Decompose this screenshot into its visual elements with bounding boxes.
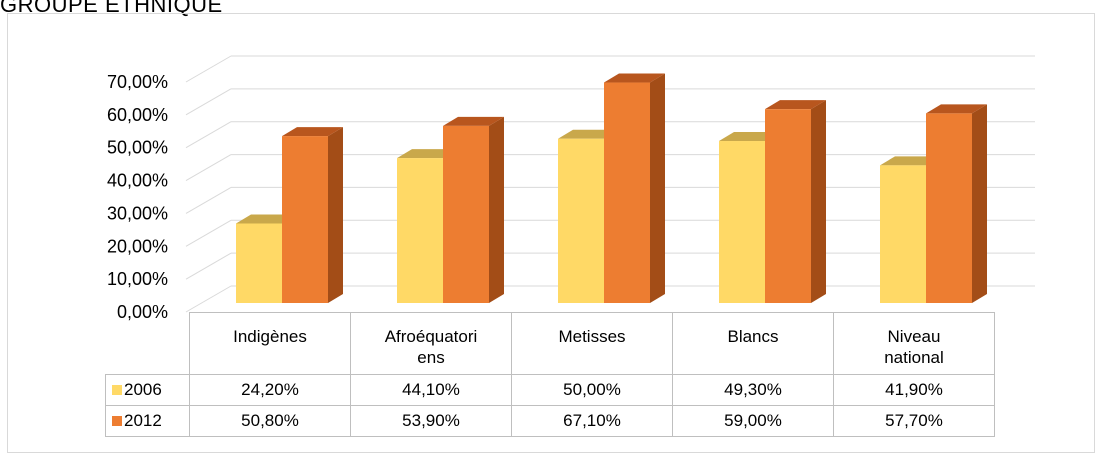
legend-label: 2006 bbox=[124, 380, 162, 399]
data-cell: 57,70% bbox=[833, 405, 995, 437]
gridline-depth bbox=[185, 285, 232, 313]
category-label-line: Indigènes bbox=[233, 327, 307, 346]
y-tick-label: 40,00% bbox=[107, 171, 168, 191]
data-cell: 41,90% bbox=[833, 374, 995, 406]
category-label-line: ens bbox=[417, 348, 445, 367]
bar-side bbox=[328, 127, 343, 303]
bar-top bbox=[236, 214, 297, 224]
bar-2012 bbox=[926, 113, 972, 304]
bar-2006 bbox=[236, 223, 282, 303]
gridline-depth bbox=[185, 154, 232, 182]
category-label-line: Metisses bbox=[558, 327, 626, 346]
y-tick-label: 30,00% bbox=[107, 203, 168, 223]
y-tick-label: 10,00% bbox=[107, 269, 168, 289]
data-table: Indigènes Afroéquatori ens Metisses Blanc… bbox=[105, 312, 995, 437]
bar-top bbox=[443, 116, 504, 126]
bar-top bbox=[558, 129, 619, 139]
legend-entry-2012: 2012 bbox=[105, 405, 190, 437]
bar-side bbox=[811, 100, 826, 304]
gridline-depth bbox=[185, 88, 232, 116]
gridline-depth bbox=[185, 55, 232, 83]
y-tick-label: 70,00% bbox=[107, 72, 168, 92]
y-tick-label: 50,00% bbox=[107, 138, 168, 158]
gridline-depth bbox=[185, 219, 232, 247]
legend-swatch bbox=[112, 416, 122, 426]
bar-2012 bbox=[765, 109, 811, 304]
category-header: Afroéquatori ens bbox=[350, 312, 512, 375]
bar-side bbox=[972, 104, 987, 304]
category-label-line: Niveau bbox=[887, 327, 941, 346]
gridline-depth bbox=[185, 252, 232, 280]
category-header: Metisses bbox=[511, 312, 673, 375]
category-header: Indigènes bbox=[189, 312, 351, 375]
data-cell: 53,90% bbox=[350, 405, 512, 437]
bar-2006 bbox=[880, 165, 926, 303]
data-cell: 44,10% bbox=[350, 374, 512, 406]
bar-2006 bbox=[397, 158, 443, 303]
data-cell: 24,20% bbox=[189, 374, 351, 406]
bar-2012 bbox=[282, 136, 328, 303]
legend-entry-2006: 2006 bbox=[105, 374, 190, 406]
chart-frame bbox=[7, 13, 1095, 453]
data-table-corner bbox=[106, 313, 190, 375]
bar-top bbox=[926, 104, 987, 114]
bar-2012 bbox=[604, 82, 650, 304]
bar-2012 bbox=[443, 125, 489, 304]
data-table-row-2012: 2012 50,80% 53,90% 67,10% 59,00% 57,70% bbox=[105, 405, 995, 437]
legend-swatch bbox=[112, 385, 122, 395]
bar-top bbox=[719, 132, 780, 142]
bar-side bbox=[489, 116, 504, 304]
data-cell: 50,80% bbox=[189, 405, 351, 437]
bar-top bbox=[765, 100, 826, 110]
data-cell: 49,30% bbox=[672, 374, 834, 406]
category-header: Blancs bbox=[672, 312, 834, 375]
legend-label: 2012 bbox=[124, 411, 162, 430]
data-cell: 50,00% bbox=[511, 374, 673, 406]
category-header: Niveau national bbox=[833, 312, 995, 375]
bar-top bbox=[880, 156, 941, 166]
data-cell: 67,10% bbox=[511, 405, 673, 437]
bar-2006 bbox=[558, 138, 604, 303]
data-cell: 59,00% bbox=[672, 405, 834, 437]
gridline-depth bbox=[185, 186, 232, 214]
chart-title: GROUPE ETHNIQUE bbox=[0, 0, 223, 17]
gridline-depth bbox=[185, 121, 232, 149]
category-label-line: Blancs bbox=[727, 327, 779, 346]
bar-side bbox=[650, 73, 665, 304]
bar-top bbox=[282, 127, 343, 137]
data-table-header-row: Indigènes Afroéquatori ens Metisses Blanc… bbox=[106, 312, 995, 375]
data-table-row-2006: 2006 24,20% 44,10% 50,00% 49,30% 41,90% bbox=[105, 374, 995, 406]
category-label-line: Afroéquatori bbox=[384, 327, 478, 346]
category-label-line: national bbox=[884, 348, 944, 367]
y-tick-label: 60,00% bbox=[107, 105, 168, 125]
bar-2006 bbox=[719, 141, 765, 303]
y-tick-label: 20,00% bbox=[107, 236, 168, 256]
bar-top bbox=[397, 149, 458, 159]
y-tick-label: 0,00% bbox=[117, 302, 168, 322]
bar-top bbox=[604, 73, 665, 83]
